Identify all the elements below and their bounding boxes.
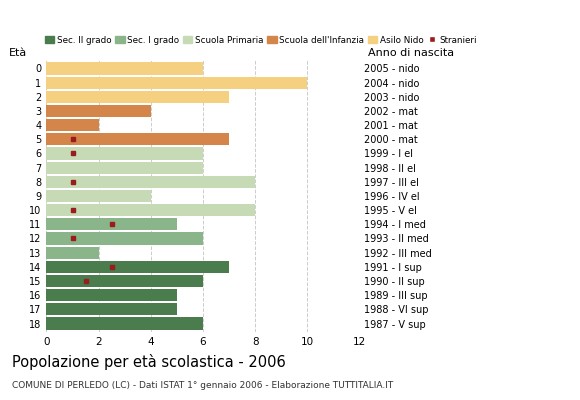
Bar (46, 247, 99, 259)
Bar (46, 148, 203, 160)
Bar (46, 190, 151, 202)
Bar (46, 119, 99, 131)
Bar (46, 77, 307, 89)
Bar (46, 204, 255, 216)
Bar (46, 289, 177, 301)
Bar (46, 318, 203, 330)
Bar (46, 91, 229, 103)
Bar (46, 275, 203, 287)
Bar (46, 105, 151, 117)
Text: Anno di nascita: Anno di nascita (368, 48, 454, 58)
Text: Età: Età (9, 48, 27, 58)
Bar (46, 62, 203, 74)
Text: Popolazione per età scolastica - 2006: Popolazione per età scolastica - 2006 (12, 354, 285, 370)
Bar (46, 218, 177, 230)
Legend: Sec. II grado, Sec. I grado, Scuola Primaria, Scuola dell'Infanzia, Asilo Nido, : Sec. II grado, Sec. I grado, Scuola Prim… (45, 36, 477, 45)
Bar (46, 133, 229, 145)
Bar (46, 162, 203, 174)
Bar (46, 261, 229, 273)
Bar (46, 176, 255, 188)
Bar (46, 303, 177, 315)
Text: COMUNE DI PERLEDO (LC) - Dati ISTAT 1° gennaio 2006 - Elaborazione TUTTITALIA.IT: COMUNE DI PERLEDO (LC) - Dati ISTAT 1° g… (12, 381, 393, 390)
Bar (46, 232, 203, 244)
